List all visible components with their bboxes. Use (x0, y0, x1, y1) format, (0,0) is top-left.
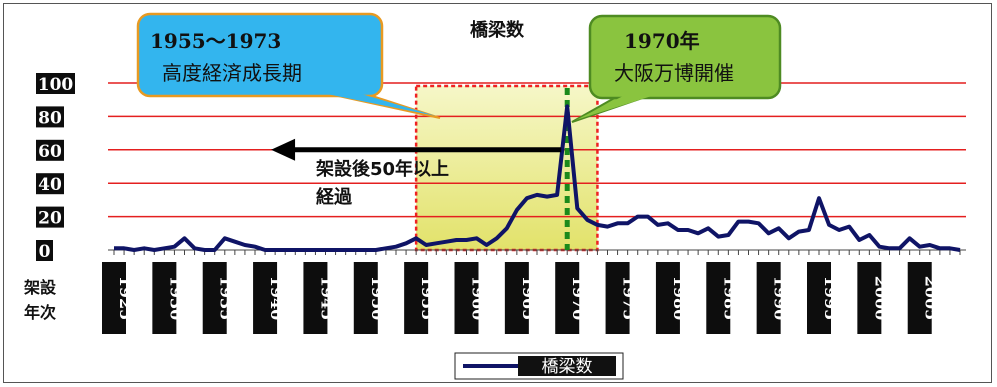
x-tick-label-1960: 1960 (454, 262, 488, 334)
x-tick-label-1975: 1975 (605, 262, 639, 334)
svg-text:1960: 1960 (469, 276, 488, 321)
x-tick-label-1925: 1925 (102, 262, 135, 334)
x-tick-label-1965: 1965 (504, 262, 538, 334)
svg-text:60: 60 (38, 142, 62, 162)
legend: 橋梁数 (454, 352, 624, 380)
x-tick-label-1995: 1995 (807, 262, 840, 334)
svg-text:1965: 1965 (519, 276, 538, 321)
callout-osaka-expo: 1970年 大阪万博開催 (571, 14, 782, 123)
x-tick-label-1945: 1945 (303, 262, 336, 334)
svg-text:1975: 1975 (620, 276, 639, 321)
x-tick-label-2005: 2005 (907, 262, 941, 334)
chart-title: 橋梁数 (470, 19, 525, 41)
x-axis-label-line2: 年次 (24, 303, 56, 322)
y-tick-label-0: 0 (36, 240, 53, 262)
legend-label: 橋梁数 (542, 357, 593, 377)
y-axis-tick-labels: 0 20 40 60 80 100 (36, 73, 75, 262)
x-tick-label-1985: 1985 (706, 262, 739, 334)
arrow-label-line2: 経過 (316, 186, 353, 208)
svg-text:1995: 1995 (821, 276, 840, 321)
x-tick-label-1930: 1930 (152, 262, 185, 334)
svg-text:2005: 2005 (922, 276, 941, 321)
svg-text:1990: 1990 (771, 276, 790, 321)
x-tick-label-1940: 1940 (253, 262, 286, 334)
y-tick-label-80: 80 (36, 106, 64, 128)
fifty-year-arrow (271, 138, 562, 161)
svg-text:1950: 1950 (368, 276, 387, 321)
svg-text:1930: 1930 (166, 276, 185, 321)
svg-text:1955: 1955 (418, 276, 437, 321)
callout-period-years: 1955～1973 (150, 29, 281, 53)
y-tick-label-60: 60 (36, 139, 64, 162)
series-line-bridge-count (114, 104, 961, 252)
svg-text:40: 40 (38, 175, 62, 195)
svg-text:1945: 1945 (317, 276, 336, 321)
svg-text:1935: 1935 (217, 276, 236, 321)
callout-expo-name: 大阪万博開催 (614, 61, 734, 85)
svg-text:1970: 1970 (569, 276, 588, 321)
x-tick-label-1990: 1990 (756, 262, 790, 334)
svg-text:100: 100 (38, 75, 74, 95)
y-tick-label-100: 100 (36, 73, 75, 95)
callout-expo-year: 1970年 (624, 29, 700, 53)
x-tick-label-1950: 1950 (353, 262, 387, 334)
svg-text:1985: 1985 (720, 276, 739, 321)
x-tick-label-2000: 2000 (857, 262, 890, 334)
y-tick-label-40: 40 (36, 173, 64, 195)
callout-high-growth-period: 1955～1973 高度経済成長期 (136, 12, 441, 119)
x-axis-tick-labels: 1925 1930 1935 1940 1945 1950 1955 1960 1965 1970… (102, 262, 941, 334)
x-tick-label-1970: 1970 (555, 262, 588, 334)
x-axis-label-line1: 架設 (23, 278, 57, 297)
x-tick-label-1980: 1980 (655, 262, 689, 334)
svg-text:1940: 1940 (267, 276, 286, 321)
x-tick-label-1935: 1935 (202, 262, 236, 334)
svg-text:1925: 1925 (116, 276, 135, 321)
svg-text:80: 80 (38, 108, 62, 128)
svg-text:20: 20 (38, 209, 62, 229)
arrow-label-line1: 架設後50年以上 (316, 158, 449, 180)
svg-text:2000: 2000 (871, 276, 890, 321)
svg-text:0: 0 (39, 242, 51, 262)
callout-period-name: 高度経済成長期 (162, 61, 302, 85)
svg-text:1980: 1980 (670, 276, 689, 321)
y-tick-label-20: 20 (36, 206, 64, 229)
x-tick-label-1955: 1955 (404, 262, 437, 334)
